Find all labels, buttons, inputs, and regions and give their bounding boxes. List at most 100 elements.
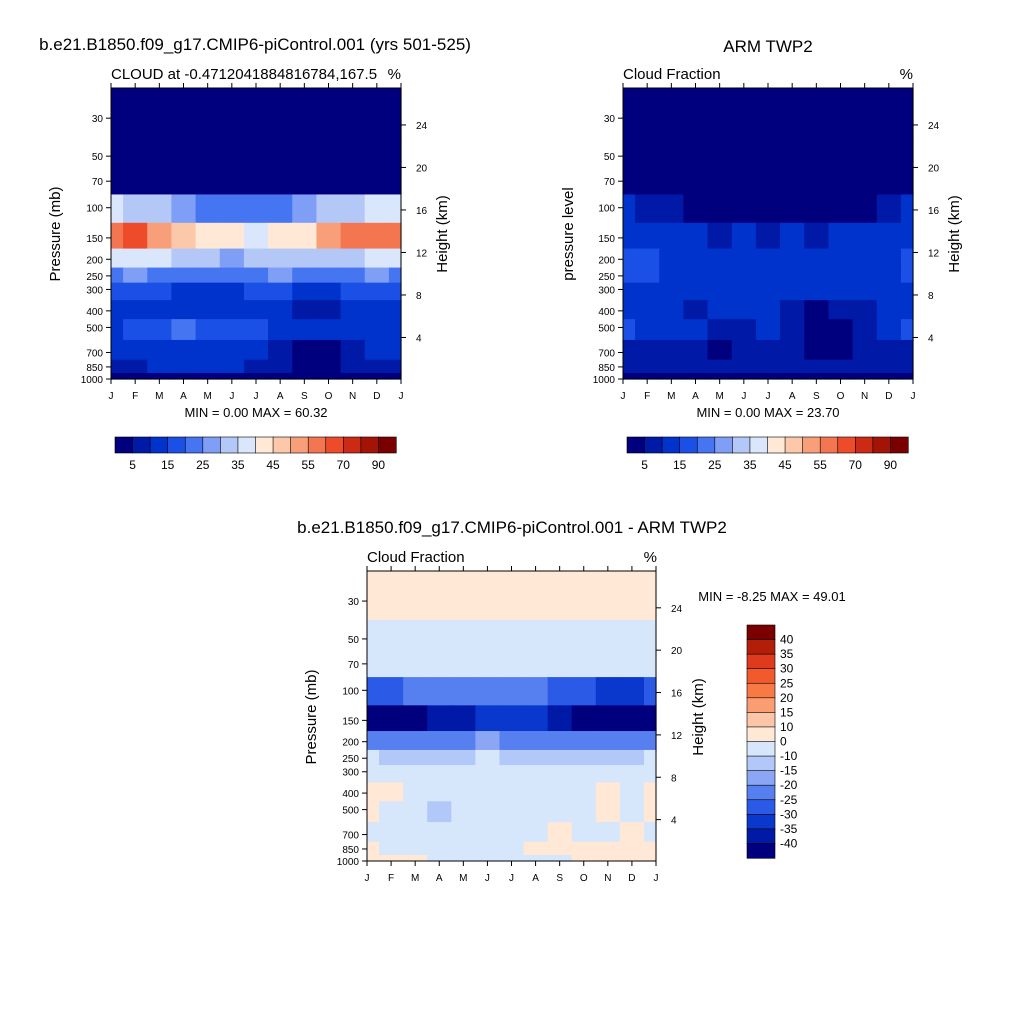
diff-heatmap-cell xyxy=(619,854,645,862)
obs-x-tick-label: A xyxy=(692,391,699,402)
diff-heatmap-cell xyxy=(595,841,621,856)
obs-heatmap-cell xyxy=(659,248,685,269)
obs-heatmap-cell xyxy=(804,222,830,250)
diff-heatmap-cell xyxy=(379,801,404,823)
diff-heatmap-cell xyxy=(643,731,657,751)
model-right-tick-label: 8 xyxy=(416,291,422,302)
diff-heatmap-cell xyxy=(403,782,428,802)
obs-heatmap-cell xyxy=(828,168,854,196)
diff-heatmap-cell xyxy=(367,571,380,621)
obs-heatmap-cell xyxy=(755,222,781,250)
model-heatmap-cell xyxy=(388,339,402,361)
model-heatmap-cell xyxy=(111,194,124,224)
diff-heatmap-cell xyxy=(523,841,549,856)
model-colorbar-box xyxy=(220,436,239,454)
diff-heatmap-cell xyxy=(451,854,476,862)
model-colorbar-label: 45 xyxy=(266,458,280,472)
obs-heatmap-cell xyxy=(852,300,878,320)
diff-heatmap-cell xyxy=(643,571,657,621)
model-heatmap-cell xyxy=(219,300,245,320)
model-main-title: b.e21.B1850.f09_g17.CMIP6-piControl.001 … xyxy=(39,35,471,54)
diff-heatmap-cell xyxy=(619,841,645,856)
obs-left-string: Cloud Fraction xyxy=(623,66,721,83)
model-heatmap-cell xyxy=(219,339,245,361)
obs-heatmap-cell xyxy=(828,267,854,284)
model-units-label: % xyxy=(388,66,401,83)
model-heatmap-cell xyxy=(123,267,148,284)
model-heatmap-cell xyxy=(364,339,390,361)
obs-heatmap-cell xyxy=(828,137,854,170)
model-colorbar-label: 5 xyxy=(129,458,136,472)
model-heatmap-cell xyxy=(147,359,173,374)
model-min-max-text: MIN = 0.00 MAX = 60.32 xyxy=(184,405,327,420)
model-heatmap-cell xyxy=(195,222,221,250)
diff-heatmap-cell xyxy=(523,571,549,621)
obs-colorbar-box xyxy=(872,436,892,454)
obs-heatmap-cell xyxy=(755,88,781,138)
diff-heatmap-cell xyxy=(499,651,525,678)
diff-heatmap-cell xyxy=(367,749,380,766)
diff-y-tick-label: 70 xyxy=(348,660,360,671)
model-heatmap-cell xyxy=(316,168,342,196)
diff-colorbar-box xyxy=(746,653,776,670)
model-heatmap-cell xyxy=(111,168,124,196)
obs-heatmap-cell xyxy=(623,267,636,284)
model-heatmap-cell xyxy=(195,168,221,196)
model-colorbar-label: 90 xyxy=(372,458,386,472)
obs-colorbar-box xyxy=(890,436,909,454)
diff-heatmap-cell xyxy=(403,619,428,652)
model-colorbar-box xyxy=(272,436,292,454)
diff-x-tick-label: N xyxy=(604,873,611,884)
model-heatmap-cell xyxy=(364,300,390,320)
diff-heatmap-cell xyxy=(367,619,380,652)
model-x-tick-label: M xyxy=(203,391,211,402)
model-colorbar-box xyxy=(237,436,257,454)
model-heatmap-cell xyxy=(268,168,293,196)
model-heatmap-cell xyxy=(195,319,221,341)
model-x-tick-label: A xyxy=(277,391,284,402)
obs-heatmap-cell xyxy=(828,282,854,301)
model-heatmap-cell xyxy=(111,248,124,269)
model-heatmap-cell xyxy=(292,88,318,138)
model-heatmap-cell xyxy=(316,248,342,269)
obs-heatmap-cell xyxy=(659,300,685,320)
obs-heatmap-cell xyxy=(755,194,781,224)
model-heatmap-cell xyxy=(123,194,148,224)
obs-heatmap-cell xyxy=(876,248,902,269)
obs-heatmap-cell xyxy=(900,248,914,269)
obs-heatmap-cell xyxy=(804,300,830,320)
obs-colorbar-box xyxy=(696,436,716,454)
obs-heatmap-cell xyxy=(635,372,660,380)
obs-heatmap-cell xyxy=(876,88,902,138)
obs-heatmap-cell xyxy=(780,359,805,374)
diff-heatmap-cell xyxy=(547,782,573,802)
model-heatmap-cell xyxy=(219,168,245,196)
diff-heatmap-cell xyxy=(619,619,645,652)
obs-heatmap-cell xyxy=(852,88,878,138)
obs-right-tick-label: 12 xyxy=(928,248,940,259)
diff-heatmap-cell xyxy=(475,705,501,732)
diff-heatmap-cell xyxy=(595,822,621,843)
model-y-tick-label: 700 xyxy=(86,348,103,359)
model-colorbar-label: 25 xyxy=(196,458,210,472)
diff-heatmap-cell xyxy=(547,764,573,784)
model-y-tick-label: 500 xyxy=(86,323,103,334)
model-heatmap-cell xyxy=(243,300,269,320)
obs-heatmap-cell xyxy=(900,300,914,320)
diff-heatmap-cell xyxy=(379,677,404,706)
model-heatmap-cell xyxy=(292,372,318,380)
model-heatmap-cell xyxy=(195,88,221,138)
diff-heatmap-cell xyxy=(367,651,380,678)
diff-x-tick-label: J xyxy=(485,873,490,884)
model-heatmap-cell xyxy=(316,194,342,224)
obs-heatmap-cell xyxy=(623,248,636,269)
obs-heatmap-cell xyxy=(876,359,902,374)
obs-heatmap-cell xyxy=(683,339,709,361)
model-heatmap-cell xyxy=(243,319,269,341)
diff-y-tick-label: 100 xyxy=(342,686,359,697)
model-y-tick-label: 50 xyxy=(92,152,104,163)
diff-x-tick-label: A xyxy=(532,873,539,884)
diff-heatmap-cell xyxy=(379,822,404,843)
model-heatmap-cell xyxy=(268,339,293,361)
